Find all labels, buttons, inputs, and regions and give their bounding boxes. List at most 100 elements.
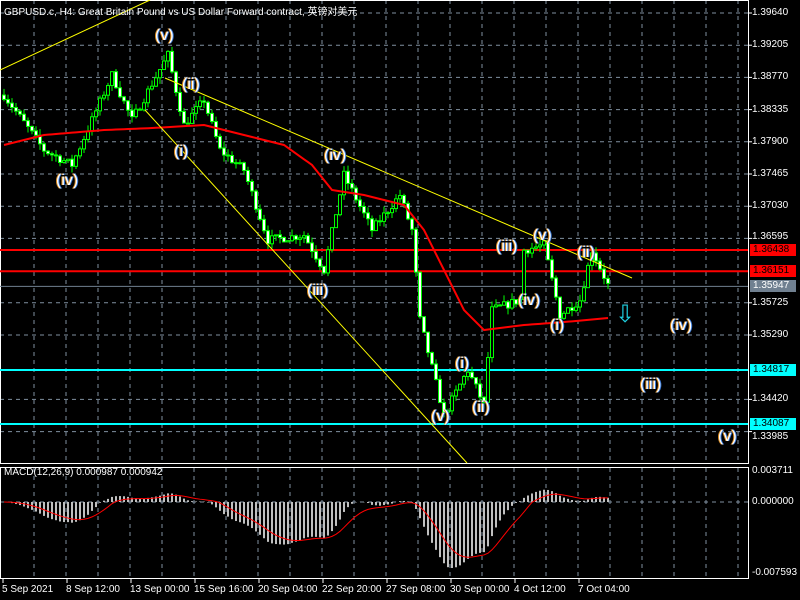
candle-body bbox=[442, 402, 446, 413]
price-axis-label: 1.37030 bbox=[752, 200, 789, 212]
candle-body bbox=[374, 220, 378, 232]
candle-body bbox=[578, 300, 582, 308]
candle-body bbox=[542, 240, 546, 246]
wave-label: (iv) bbox=[56, 172, 79, 189]
time-axis-label: 7 Oct 04:00 bbox=[578, 584, 630, 595]
candle-body bbox=[210, 112, 214, 123]
candle-body bbox=[414, 228, 418, 273]
candle-body bbox=[170, 50, 174, 73]
wave-label: (iv) bbox=[670, 317, 693, 334]
candle-body bbox=[22, 113, 26, 122]
candle-body bbox=[138, 108, 142, 111]
candle-body bbox=[130, 109, 134, 118]
wave-label: (v) bbox=[533, 227, 552, 244]
candle-body bbox=[58, 155, 62, 163]
candle-body bbox=[290, 235, 294, 242]
macd-axis-label: 0.000000 bbox=[752, 496, 794, 507]
candle-body bbox=[478, 383, 482, 398]
candle-body bbox=[402, 195, 406, 204]
candle-body bbox=[342, 170, 346, 196]
candle-body bbox=[602, 268, 606, 279]
moving-average-line bbox=[3, 123, 609, 332]
candle-body bbox=[2, 94, 6, 100]
candle-body bbox=[362, 206, 366, 214]
candle-body bbox=[546, 240, 550, 261]
price-axis-label: 1.37900 bbox=[752, 135, 789, 147]
wave-label: (v) bbox=[155, 27, 174, 44]
candle-body bbox=[334, 214, 338, 229]
candle-body bbox=[482, 396, 486, 403]
candle-body bbox=[514, 299, 518, 305]
time-axis-label: 13 Sep 00:00 bbox=[130, 584, 190, 595]
candle-body bbox=[62, 160, 66, 163]
wave-label: (ii) bbox=[182, 76, 200, 93]
candle-body bbox=[42, 143, 46, 152]
price-axis-label: 1.36595 bbox=[752, 231, 789, 243]
wave-label: (ii) bbox=[577, 244, 595, 261]
candle-body bbox=[562, 312, 566, 319]
candle-body bbox=[586, 264, 590, 289]
candle-body bbox=[26, 120, 30, 127]
wave-label: (iv) bbox=[324, 147, 347, 164]
candle-body bbox=[390, 208, 394, 214]
trendline[interactable] bbox=[0, 0, 151, 71]
candle-body bbox=[34, 130, 38, 136]
wave-label: (iii) bbox=[496, 238, 518, 255]
candle-body bbox=[370, 218, 374, 232]
down-arrow-icon[interactable]: ⇩ bbox=[615, 301, 636, 328]
wave-label: (i) bbox=[455, 355, 470, 372]
candle-body bbox=[558, 296, 562, 319]
candle-body bbox=[118, 87, 122, 98]
candle-body bbox=[206, 101, 210, 114]
trendline[interactable] bbox=[164, 77, 633, 279]
candle-body bbox=[454, 389, 458, 397]
time-axis-label: 30 Sep 00:00 bbox=[450, 584, 510, 595]
candle-body bbox=[190, 112, 194, 124]
candle-body bbox=[10, 102, 14, 109]
candle-body bbox=[322, 265, 326, 274]
candle-body bbox=[150, 85, 154, 90]
candle-body bbox=[242, 162, 246, 171]
main-panel-frame bbox=[0, 0, 749, 464]
candle-body bbox=[498, 304, 502, 307]
candle-body bbox=[110, 71, 114, 87]
candle-body bbox=[430, 352, 434, 365]
candle-body bbox=[70, 158, 74, 167]
macd-title: MACD(12,26,9) 0.000987 0.000942 bbox=[4, 467, 163, 478]
candle-body bbox=[326, 249, 330, 274]
candle-body bbox=[534, 246, 538, 249]
candle-body bbox=[294, 235, 298, 240]
candle-body bbox=[474, 377, 478, 385]
candle-body bbox=[134, 108, 138, 118]
candle-body bbox=[142, 102, 146, 111]
candle-body bbox=[18, 110, 22, 115]
candle-body bbox=[82, 138, 86, 150]
candle-body bbox=[186, 122, 190, 125]
candle-body bbox=[306, 235, 310, 244]
candle-body bbox=[410, 218, 414, 230]
candle-body bbox=[314, 250, 318, 260]
candle-body bbox=[262, 218, 266, 232]
candle-body bbox=[422, 316, 426, 333]
candle-body bbox=[86, 130, 90, 140]
candle-body bbox=[238, 162, 242, 165]
candle-body bbox=[270, 235, 274, 245]
price-axis-label: 1.39205 bbox=[752, 39, 789, 51]
candle-body bbox=[438, 378, 442, 404]
candle-body bbox=[446, 410, 450, 413]
candle-body bbox=[526, 249, 530, 254]
wave-label: (v) bbox=[718, 428, 737, 445]
candle-body bbox=[158, 69, 162, 79]
candle-body bbox=[486, 357, 490, 403]
candle-body bbox=[178, 91, 182, 112]
trendline[interactable] bbox=[144, 109, 468, 464]
candle-body bbox=[522, 249, 526, 300]
candle-body bbox=[510, 299, 514, 309]
candle-body bbox=[582, 287, 586, 302]
candle-body bbox=[166, 50, 170, 62]
candle-body bbox=[426, 331, 430, 354]
candle-body bbox=[298, 237, 302, 240]
candle-body bbox=[398, 195, 402, 200]
price-axis-label: 1.37465 bbox=[752, 168, 789, 179]
